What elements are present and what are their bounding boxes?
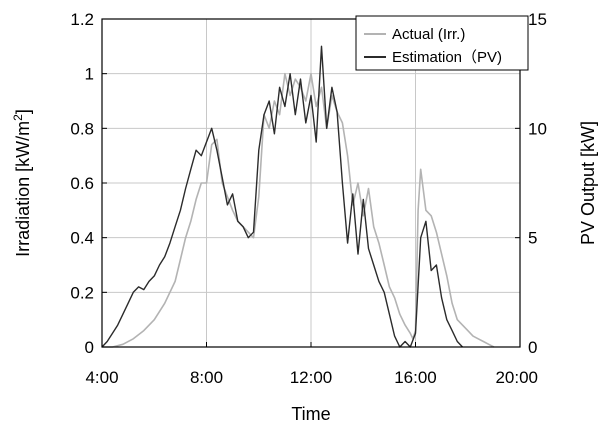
y-axis-title-close: ]: [13, 109, 33, 114]
legend-label-estimation: Estimation（PV): [392, 49, 502, 66]
y-axis-title-superscript: 2: [11, 114, 25, 121]
y2-tick-label-0: 0: [528, 338, 537, 357]
y-axis-right: 0 5 10 15: [515, 10, 547, 357]
legend-label-actual: Actual (Irr.): [392, 26, 465, 43]
x-tick-label-4: 20:00: [495, 368, 538, 387]
y2-axis-title: PV Output [kW]: [578, 121, 598, 245]
gridlines: [102, 19, 520, 347]
y2-tick-label-2: 10: [528, 119, 547, 138]
y-tick-label-4: 0.8: [70, 119, 94, 138]
y2-tick-label-3: 15: [528, 10, 547, 29]
x-tick-label-3: 16:00: [394, 368, 437, 387]
series-line-actual: [102, 72, 495, 348]
series-group: [101, 45, 495, 348]
legend: Actual (Irr.) Estimation（PV): [355, 15, 529, 71]
y-axis-title-main: Irradiation [kW/m: [13, 121, 33, 257]
y-axis-left: 0 0.2 0.4 0.6 0.8 1 1.2: [70, 10, 107, 357]
series-line-estimation: [101, 45, 464, 348]
x-tick-label-0: 4:00: [85, 368, 118, 387]
y-axis-title: Irradiation [kW/m2]: [11, 109, 33, 257]
x-axis: 4:00 8:00 12:00 16:00 20:00: [85, 342, 538, 387]
y-tick-label-5: 1: [85, 65, 94, 84]
y-tick-label-3: 0.6: [70, 174, 94, 193]
x-axis-title: Time: [291, 404, 330, 424]
y-tick-label-2: 0.4: [70, 229, 94, 248]
x-tick-label-2: 12:00: [290, 368, 333, 387]
y2-tick-label-1: 5: [528, 229, 537, 248]
y-tick-label-0: 0: [85, 338, 94, 357]
y-tick-label-6: 1.2: [70, 10, 94, 29]
legend-box: [355, 15, 529, 71]
y-tick-label-1: 0.2: [70, 283, 94, 302]
x-tick-label-1: 8:00: [190, 368, 223, 387]
